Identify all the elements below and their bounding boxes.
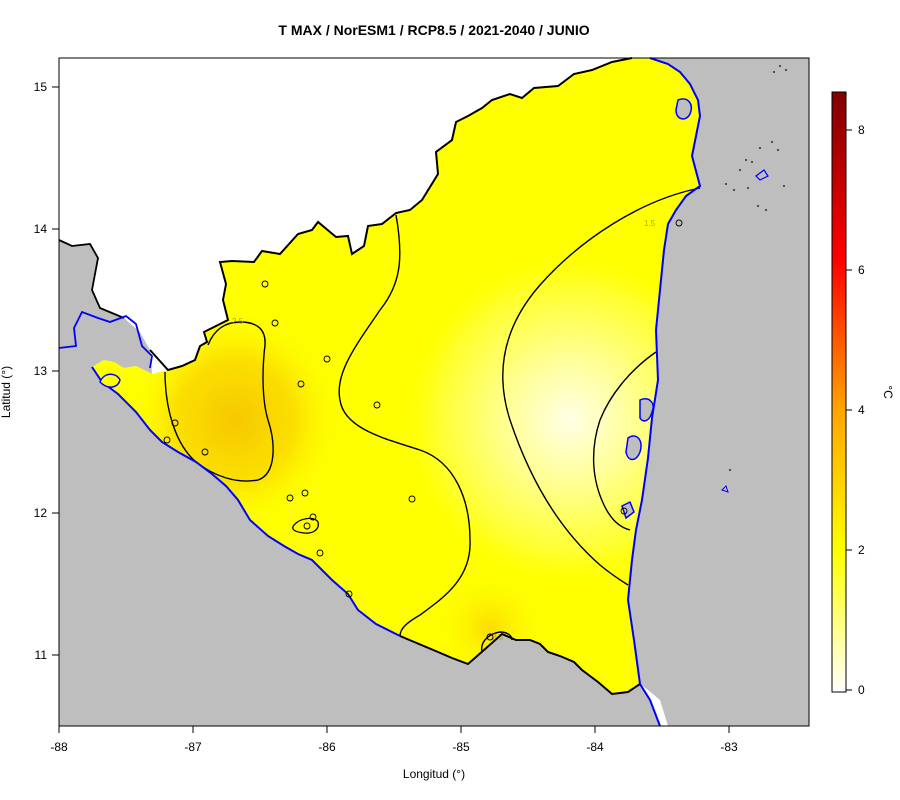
contour-label-1-5: 1.5 [644, 219, 656, 228]
x-tick-label: -83 [720, 740, 738, 754]
x-tick-label: -87 [184, 740, 202, 754]
station-marker [408, 495, 416, 503]
station-marker [303, 522, 311, 530]
plot-frame [58, 57, 810, 727]
station-marker [373, 401, 381, 409]
x-axis-ticks [58, 726, 730, 733]
station-marker [620, 507, 628, 515]
boundaries [58, 57, 769, 727]
contour-lines: 1.5 2.5 2.5 [164, 187, 701, 653]
y-tick-label: 12 [34, 506, 48, 520]
island-dots [725, 65, 787, 471]
station-marker [171, 419, 179, 427]
colorbar-tick: 0 [858, 683, 865, 697]
station-marker [345, 590, 353, 598]
y-axis-ticks [52, 86, 59, 656]
colorbar-tick: 4 [858, 403, 865, 417]
station-marker [297, 380, 305, 388]
x-tick-label: -85 [452, 740, 470, 754]
lakes [292, 517, 319, 534]
colorbar-tick: 8 [858, 123, 865, 137]
x-tick-label: -84 [586, 740, 604, 754]
x-axis-labels: -88 -87 -86 -85 -84 -83 [50, 740, 738, 754]
station-marker [675, 219, 683, 227]
colorbar-scale [831, 91, 847, 693]
colorbar-unit: °C [881, 385, 895, 399]
y-tick-label: 15 [34, 80, 48, 94]
x-tick-label: -86 [318, 740, 336, 754]
y-axis-title: Latitud (°) [0, 366, 13, 418]
station-marker [286, 494, 294, 502]
station-marker [486, 633, 494, 641]
stations [163, 219, 683, 641]
station-marker [163, 436, 171, 444]
x-tick-label: -88 [50, 740, 68, 754]
y-tick-label: 13 [34, 364, 48, 378]
y-tick-label: 14 [34, 222, 48, 236]
y-axis-labels: 11 12 13 14 15 [34, 80, 48, 662]
colorbar: 0 2 4 6 8 °C [831, 91, 895, 697]
colorbar-tick: 6 [858, 263, 865, 277]
station-marker [301, 489, 309, 497]
station-marker [323, 355, 331, 363]
map-title: T MAX / NorESM1 / RCP8.5 / 2021-2040 / J… [278, 22, 589, 38]
station-marker [316, 549, 324, 557]
station-marker [261, 280, 269, 288]
surrounding-land [59, 58, 809, 726]
y-tick-label: 11 [35, 648, 48, 662]
colorbar-tick: 2 [858, 543, 865, 557]
station-marker [309, 513, 317, 521]
x-axis-title: Longitud (°) [403, 767, 465, 781]
station-marker [201, 448, 209, 456]
station-marker [271, 319, 279, 327]
contour-label-2-5-west: 2.5 [232, 317, 244, 326]
